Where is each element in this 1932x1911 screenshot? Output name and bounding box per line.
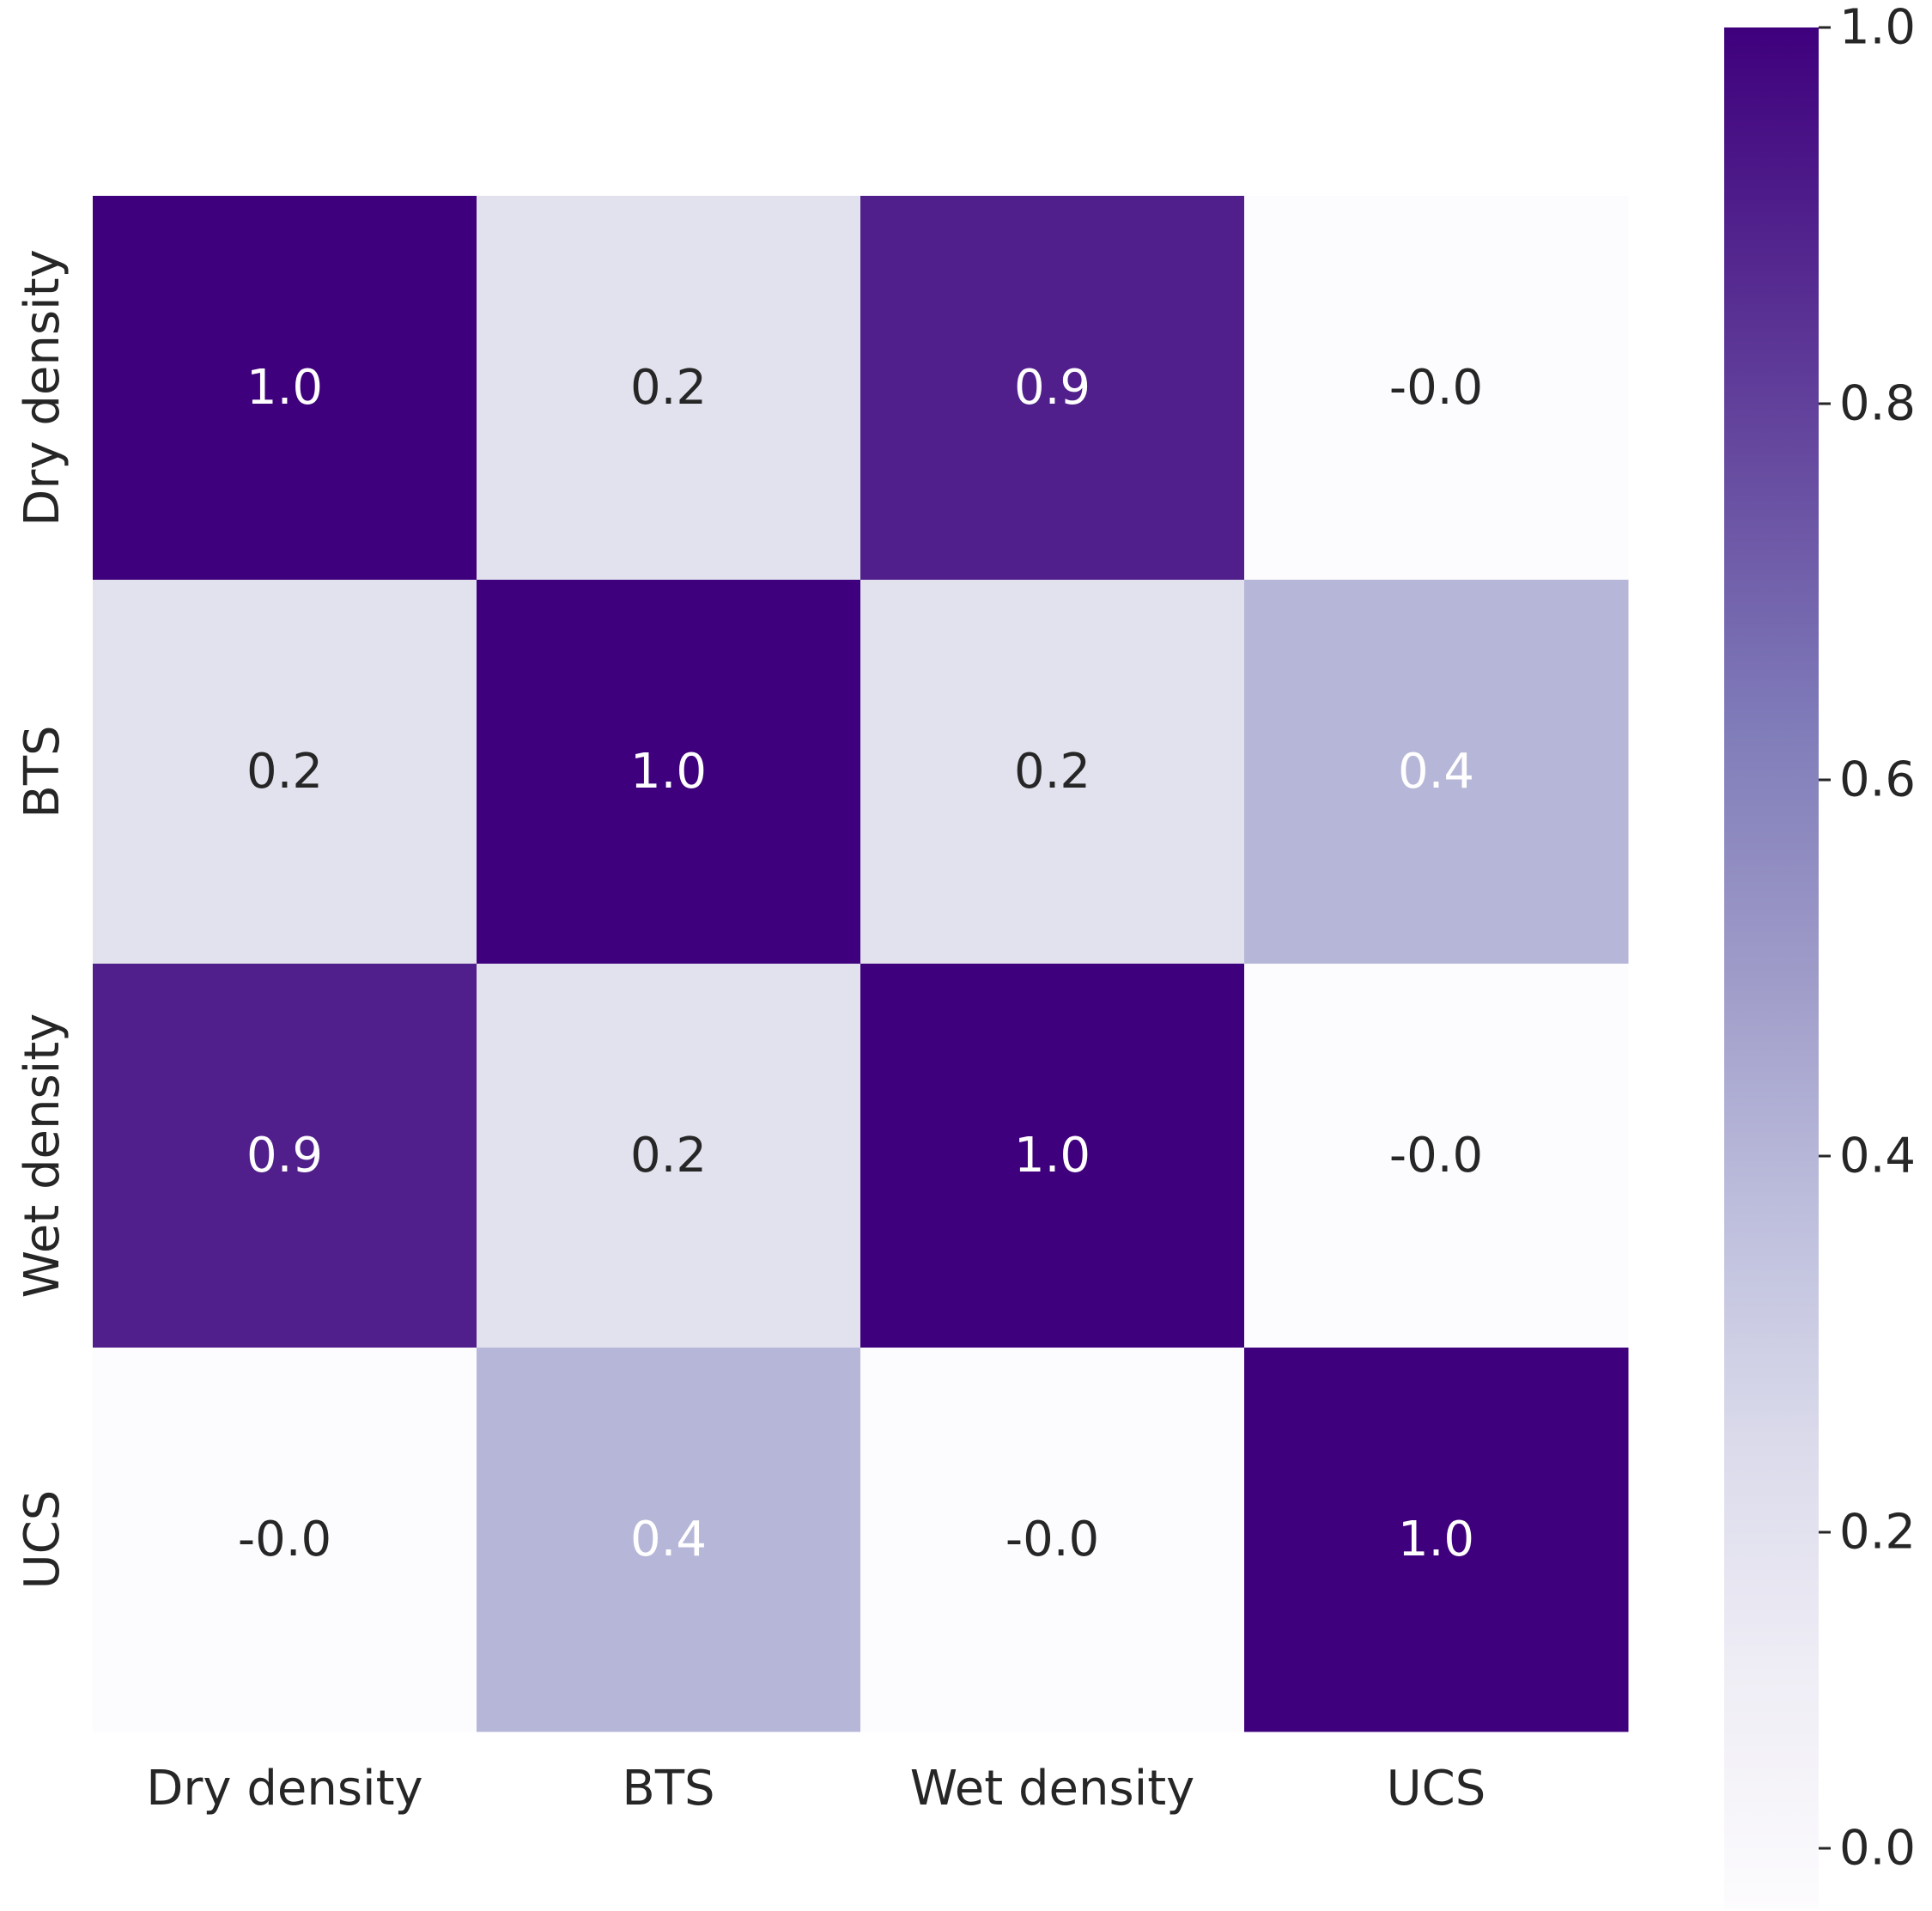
cell-value-label-0-1: 0.2: [630, 360, 707, 416]
y-tick-label-0: Dry density: [15, 249, 70, 526]
cell-value-label-2-0: 0.9: [246, 1128, 323, 1184]
heatmap-cell-3-0: [93, 1348, 477, 1732]
cell-value-label-1-1: 1.0: [630, 744, 707, 800]
cell-value-label-1-0: 0.2: [246, 744, 323, 800]
cell-value-label-3-1: 0.4: [630, 1512, 707, 1567]
cell-value-label-3-2: -0.0: [1005, 1512, 1099, 1567]
cell-value-label-3-0: -0.0: [238, 1512, 331, 1567]
colorbar-tick-label-2: 0.4: [1839, 1129, 1916, 1184]
heatmap-cell-2-1: [477, 964, 861, 1348]
cell-value-label-3-3: 1.0: [1398, 1512, 1474, 1567]
cell-value-label-2-3: -0.0: [1389, 1128, 1483, 1184]
x-tick-label-3: UCS: [1387, 1761, 1486, 1817]
colorbar-tick-label-5: 1.0: [1839, 0, 1916, 56]
cell-value-label-2-1: 0.2: [630, 1128, 707, 1184]
y-axis-tick-labels: Dry density BTS Wet density UCS: [15, 249, 70, 1589]
heatmap-cells: [93, 196, 1629, 1732]
heatmap-cell-0-2: [860, 196, 1245, 581]
colorbar-tick-label-1: 0.2: [1839, 1505, 1916, 1561]
y-tick-label-2: Wet density: [15, 1013, 70, 1299]
cell-value-label-2-2: 1.0: [1014, 1128, 1091, 1184]
heatmap-cell-0-1: [477, 196, 861, 581]
heatmap-cell-labels: 1.0 0.2 0.9 -0.0 0.2 1.0 0.2 0.4 0.9 0.2 1.0 -0.0 -0…: [238, 360, 1483, 1567]
heatmap-cell-0-0: [93, 196, 477, 581]
cell-value-label-0-2: 0.9: [1014, 360, 1091, 416]
colorbar-ticks: 0.0 0.2 0.4 0.6 0.8 1.0: [1819, 0, 1916, 1877]
colorbar-tick-label-0: 0.0: [1839, 1821, 1916, 1877]
heatmap-cell-1-2: [860, 580, 1245, 965]
heatmap-cell-0-3: [1244, 196, 1629, 581]
colorbar: [1724, 27, 1819, 1908]
colorbar-tick-label-3: 0.6: [1839, 752, 1916, 808]
heatmap-cell-2-0: [93, 964, 477, 1348]
y-tick-label-3: UCS: [15, 1490, 70, 1590]
cell-value-label-1-3: 0.4: [1398, 744, 1474, 800]
x-tick-label-1: BTS: [622, 1761, 714, 1817]
heatmap-cell-1-3: [1244, 580, 1629, 965]
heatmap-cell-2-3: [1244, 964, 1629, 1348]
heatmap-cell-1-1: [477, 580, 861, 965]
heatmap-cell-3-1: [477, 1348, 861, 1732]
cell-value-label-0-0: 1.0: [246, 360, 323, 416]
y-tick-label-1: BTS: [15, 725, 70, 818]
x-tick-label-0: Dry density: [146, 1761, 422, 1817]
heatmap-cell-1-0: [93, 580, 477, 965]
heatmap-cell-2-2: [860, 964, 1245, 1348]
x-tick-label-2: Wet density: [910, 1761, 1195, 1817]
cell-value-label-1-2: 0.2: [1014, 744, 1091, 800]
x-axis-tick-labels: Dry density BTS Wet density UCS: [146, 1761, 1485, 1817]
cell-value-label-0-3: -0.0: [1389, 360, 1483, 416]
colorbar-tick-label-4: 0.8: [1839, 376, 1916, 432]
heatmap-cell-3-2: [860, 1348, 1245, 1732]
heatmap-cell-3-3: [1244, 1348, 1629, 1732]
